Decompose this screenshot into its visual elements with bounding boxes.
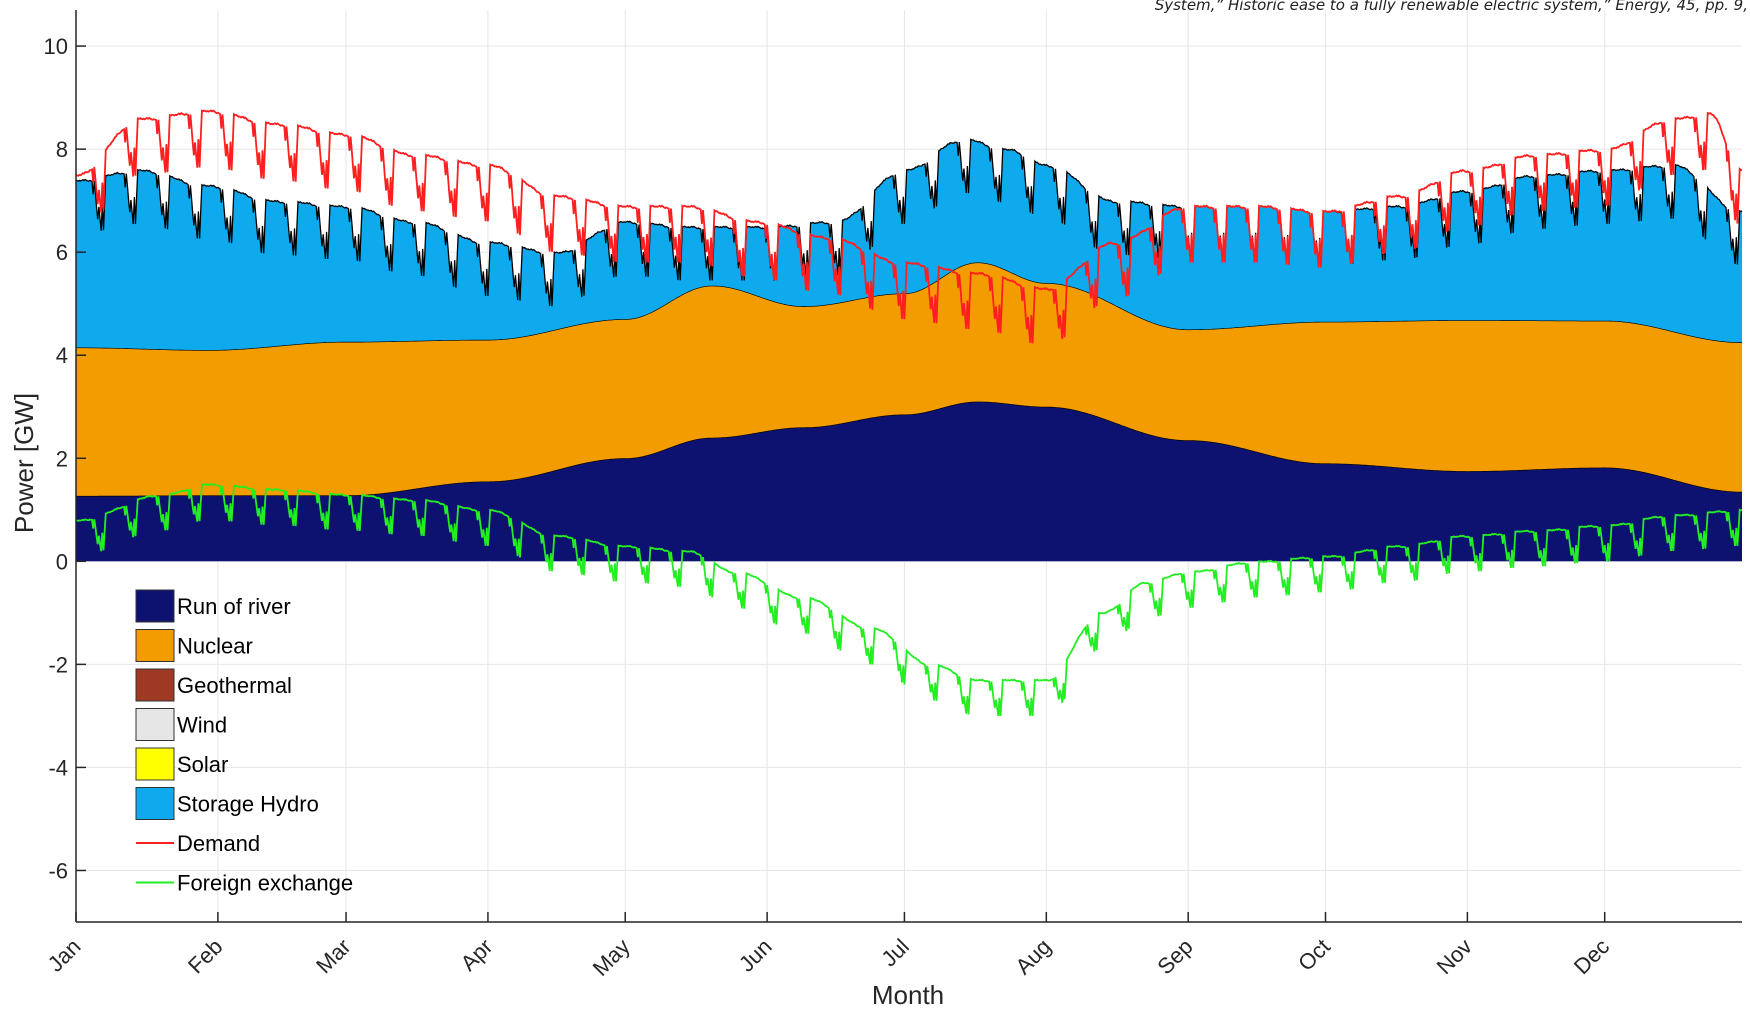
y-tick-label: 4 bbox=[56, 343, 68, 368]
y-tick-label: 2 bbox=[56, 446, 68, 471]
x-tick-label: Feb bbox=[183, 934, 227, 978]
y-tick-label: -6 bbox=[48, 858, 68, 883]
legend-swatch-storage-hydro bbox=[135, 787, 175, 820]
y-tick-label: 6 bbox=[56, 240, 68, 265]
x-tick-label: Aug bbox=[1010, 934, 1055, 979]
x-axis-title: Month bbox=[872, 980, 944, 1010]
line-series bbox=[75, 109, 1743, 717]
legend-label-geothermal: Geothermal bbox=[177, 673, 292, 698]
header-citation-note: System,” Historic ease to a fully renewa… bbox=[1155, 0, 1748, 14]
x-tick-label: Jul bbox=[876, 934, 914, 972]
x-tick-label: Mar bbox=[311, 934, 355, 978]
y-tick-label: 10 bbox=[44, 34, 68, 59]
legend-swatch-nuclear bbox=[135, 629, 175, 662]
legend-label-nuclear: Nuclear bbox=[177, 634, 253, 659]
legend-swatch-run-of-river bbox=[135, 589, 175, 623]
x-tick-label: Apr bbox=[456, 934, 498, 976]
x-tick-label: Jan bbox=[43, 934, 86, 977]
legend-swatch-geothermal bbox=[135, 668, 175, 702]
legend-label-wind: Wind bbox=[177, 713, 227, 738]
legend-label-demand: Demand bbox=[177, 831, 260, 856]
x-tick-label: Nov bbox=[1432, 934, 1477, 979]
y-axis-title: Power [GW] bbox=[9, 393, 39, 533]
y-tick-label: 8 bbox=[56, 137, 68, 162]
legend-label-foreign-exchange: Foreign exchange bbox=[177, 871, 353, 896]
area-storage-hydro bbox=[76, 139, 1742, 351]
legend-swatch-wind bbox=[135, 708, 175, 741]
legend-label-storage-hydro: Storage Hydro bbox=[177, 792, 319, 817]
legend-label-run-of-river: Run of river bbox=[177, 594, 291, 619]
y-tick-label: -2 bbox=[48, 652, 68, 677]
line-demand bbox=[75, 109, 1743, 344]
stacked-areas bbox=[75, 138, 1743, 562]
legend-label-solar: Solar bbox=[177, 752, 228, 777]
x-tick-label: Dec bbox=[1569, 934, 1614, 979]
x-tick-label: Sep bbox=[1152, 934, 1197, 979]
area-run-of-river bbox=[76, 401, 1742, 562]
area-nuclear bbox=[76, 262, 1742, 496]
x-tick-label: Oct bbox=[1293, 934, 1335, 976]
legend-swatch-solar bbox=[135, 747, 175, 781]
area-edge-storage-hydro bbox=[75, 138, 1743, 307]
x-tick-label: May bbox=[588, 934, 635, 981]
x-tick-label: Jun bbox=[734, 934, 777, 977]
line-foreign-exchange bbox=[75, 483, 1743, 717]
legend: Run of river Nuclear Geothermal Wind Solar St… bbox=[135, 589, 353, 896]
y-tick-label: -4 bbox=[48, 755, 68, 780]
y-tick-label: 0 bbox=[56, 549, 68, 574]
